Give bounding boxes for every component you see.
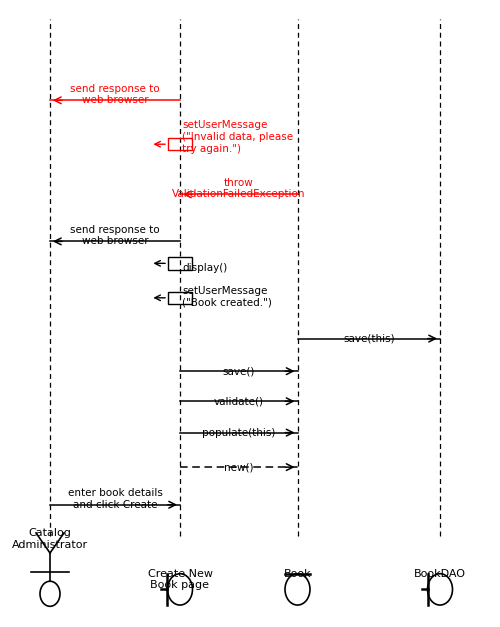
Text: setUserMessage
("Invalid data, please
try again."): setUserMessage ("Invalid data, please tr… xyxy=(182,120,294,154)
Text: send response to
web browser: send response to web browser xyxy=(70,84,160,105)
Text: send response to
web browser: send response to web browser xyxy=(70,225,160,246)
Text: Catalog
Administrator: Catalog Administrator xyxy=(12,528,88,549)
Text: Book: Book xyxy=(284,569,312,579)
Text: Create New
Book page: Create New Book page xyxy=(148,569,212,590)
Text: validate(): validate() xyxy=(214,396,264,406)
Bar xyxy=(168,138,192,150)
Text: display(): display() xyxy=(182,263,228,273)
Bar xyxy=(168,257,192,270)
Bar xyxy=(168,292,192,304)
Text: new(): new() xyxy=(224,462,254,472)
Text: populate(this): populate(this) xyxy=(202,428,276,438)
Text: enter book details
and click Create: enter book details and click Create xyxy=(68,488,162,510)
Text: save(): save() xyxy=(222,366,255,376)
Text: BookDAO: BookDAO xyxy=(414,569,466,579)
Text: throw
ValidationFailedException: throw ValidationFailedException xyxy=(172,178,306,199)
Text: setUserMessage
("Book created."): setUserMessage ("Book created.") xyxy=(182,286,272,307)
Text: save(this): save(this) xyxy=(343,334,394,344)
